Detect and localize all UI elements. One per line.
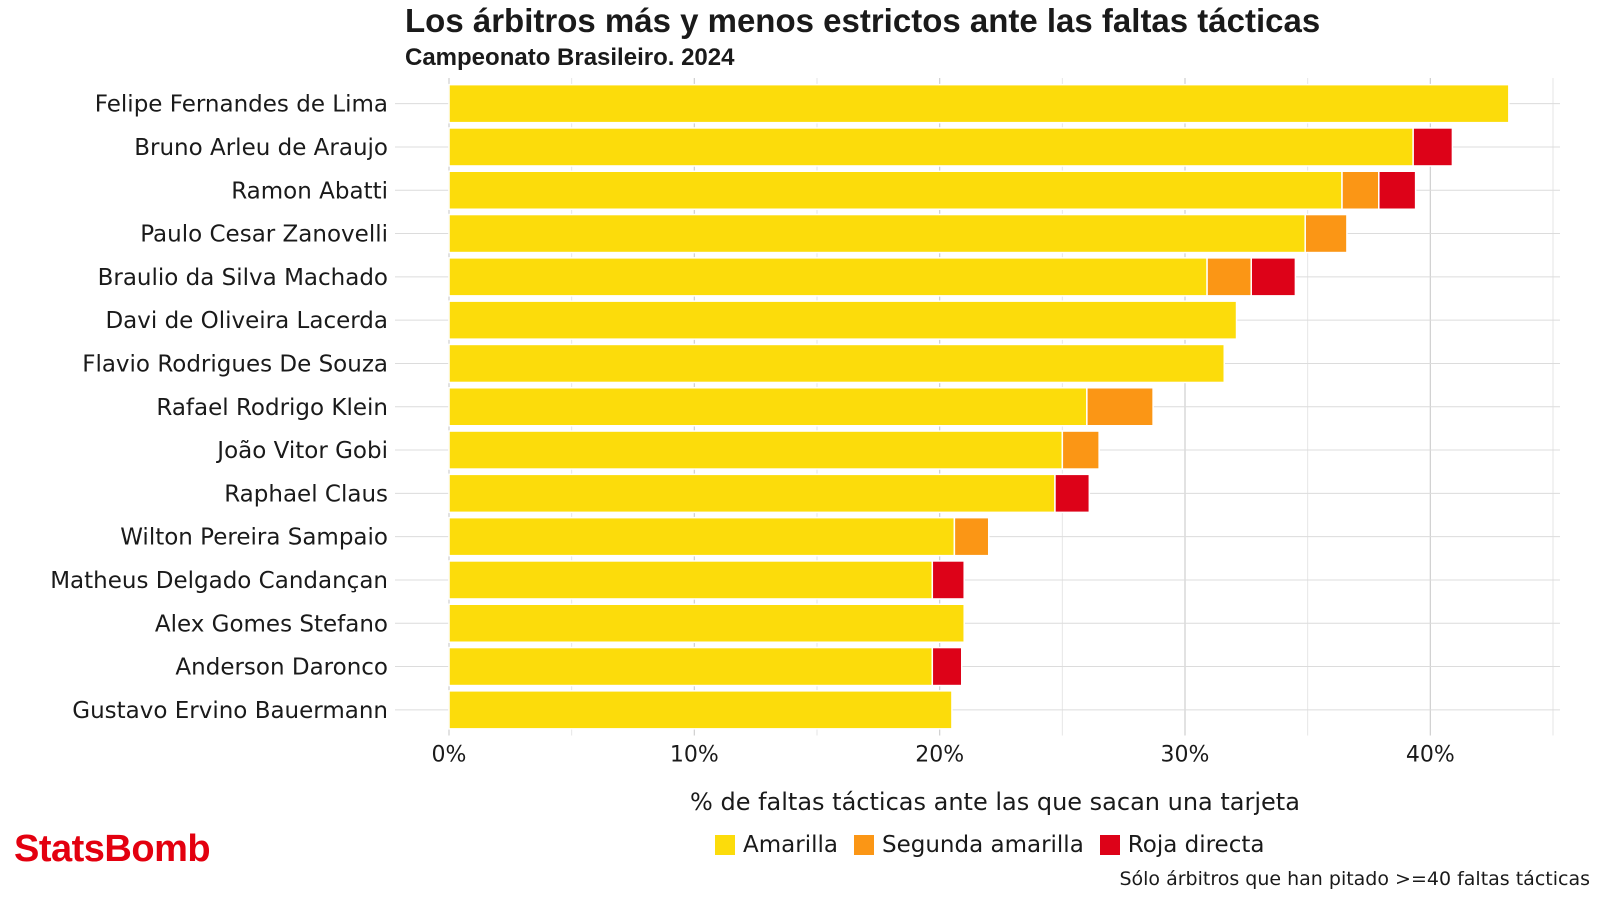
category-label: Bruno Arleu de Araujo	[134, 135, 388, 161]
legend-label-amarilla: Amarilla	[743, 832, 838, 858]
category-label: Gustavo Ervino Bauermann	[72, 698, 388, 724]
legend-swatch-amarilla	[715, 835, 735, 855]
legend: Amarilla Segunda amarilla Roja directa	[715, 832, 1270, 858]
chart-subtitle: Campeonato Brasileiro. 2024	[405, 44, 735, 71]
category-label: Raphael Claus	[224, 481, 388, 507]
category-label: João Vitor Gobi	[215, 438, 388, 464]
bar-roja-directa	[931, 646, 963, 687]
bar-amarilla	[448, 473, 1056, 514]
bar-roja-directa	[1378, 170, 1417, 210]
bar-amarilla	[448, 300, 1238, 340]
bar-segunda-amarilla	[1341, 170, 1380, 210]
category-label: Alex Gomes Stefano	[155, 611, 388, 637]
x-tick-label: 0%	[432, 743, 467, 768]
bar-roja-directa	[1250, 257, 1297, 297]
bar-amarilla	[448, 343, 1226, 384]
bar-amarilla	[448, 690, 953, 730]
bar-amarilla	[448, 170, 1343, 210]
category-label: Ramon Abatti	[231, 178, 388, 204]
category-label: Wilton Pereira Sampaio	[120, 525, 388, 551]
legend-swatch-roja-directa	[1099, 835, 1120, 855]
x-tick-label: 10%	[670, 743, 719, 768]
bar-amarilla	[448, 257, 1208, 297]
x-tick-label: 40%	[1406, 743, 1455, 768]
legend-item-roja-directa: Roja directa	[1099, 832, 1265, 858]
bar-segunda-amarilla	[1061, 430, 1100, 470]
category-label: Anderson Daronco	[175, 655, 388, 681]
bar-segunda-amarilla	[1086, 387, 1154, 427]
bar-amarilla	[448, 560, 934, 600]
bar-amarilla	[448, 83, 1510, 124]
bar-amarilla	[448, 430, 1064, 470]
bar-segunda-amarilla	[953, 516, 990, 557]
bar-roja-directa	[931, 560, 965, 600]
legend-label-segunda-amarilla: Segunda amarilla	[881, 832, 1084, 858]
bar-amarilla	[448, 646, 934, 687]
x-tick-labels: 0% 10% 20% 30% 40%	[432, 743, 1455, 768]
bar-amarilla	[448, 516, 956, 557]
category-label: Braulio da Silva Machado	[98, 265, 388, 291]
bar-amarilla	[448, 387, 1088, 427]
legend-item-segunda-amarilla: Segunda amarilla	[853, 832, 1084, 858]
x-axis-label: % de faltas tácticas ante las que sacan …	[690, 788, 1300, 816]
bar-roja-directa	[1412, 127, 1454, 167]
x-tick-label: 30%	[1161, 743, 1210, 768]
chart-title: Los árbitros más y menos estrictos ante …	[405, 2, 1321, 39]
bar-segunda-amarilla	[1304, 213, 1348, 254]
category-label: Flavio Rodrigues De Souza	[82, 351, 388, 377]
footnote: Sólo árbitros que han pitado >=40 faltas…	[1119, 868, 1590, 890]
bar-amarilla	[448, 603, 965, 643]
legend-swatch-segunda-amarilla	[853, 835, 874, 855]
legend-item-amarilla: Amarilla	[715, 832, 838, 858]
bar-roja-directa	[1054, 473, 1091, 514]
bar-amarilla	[448, 213, 1306, 254]
category-label: Rafael Rodrigo Klein	[156, 395, 388, 421]
bar-segunda-amarilla	[1206, 257, 1252, 297]
statsbomb-logo: StatsBomb	[14, 828, 211, 870]
category-label: Paulo Cesar Zanovelli	[140, 222, 388, 248]
category-label: Felipe Fernandes de Lima	[95, 92, 388, 118]
bar-amarilla	[448, 127, 1414, 167]
legend-label-roja-directa: Roja directa	[1127, 832, 1265, 858]
category-labels: Felipe Fernandes de Lima Bruno Arleu de A…	[50, 92, 388, 724]
bars	[448, 83, 1510, 730]
category-label: Davi de Oliveira Lacerda	[105, 308, 388, 334]
category-label: Matheus Delgado Candançan	[50, 568, 388, 594]
x-tick-label: 20%	[915, 743, 964, 768]
